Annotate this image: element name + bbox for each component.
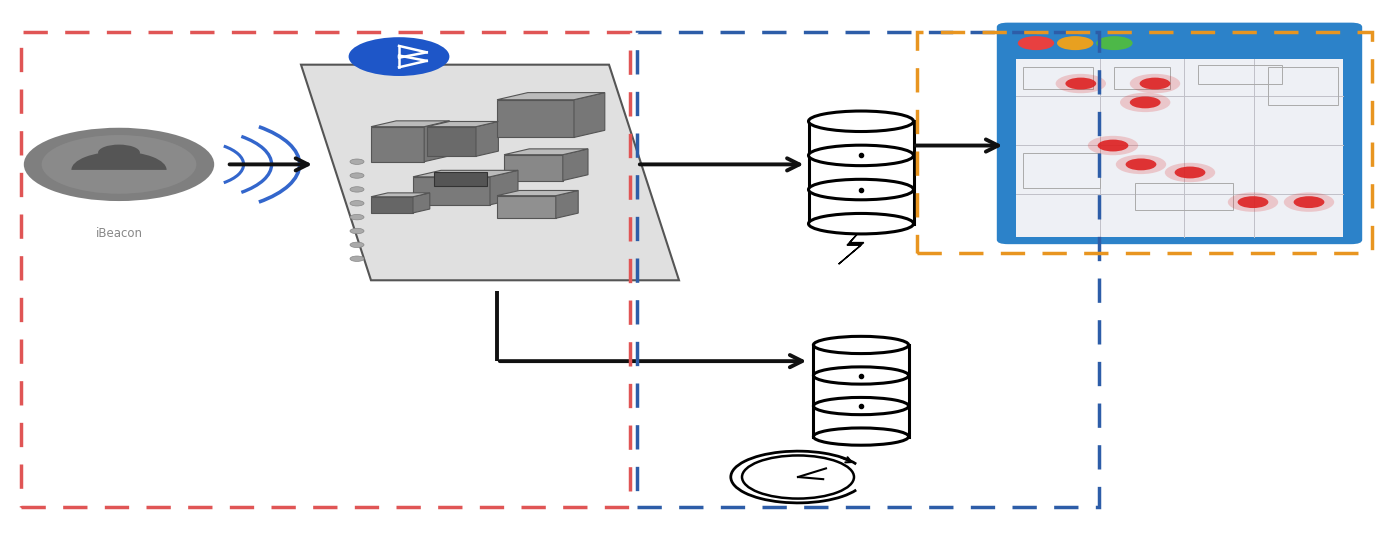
Ellipse shape: [813, 367, 909, 384]
Bar: [434, 172, 487, 186]
Circle shape: [350, 229, 364, 234]
Circle shape: [349, 37, 449, 76]
Polygon shape: [497, 190, 578, 196]
Circle shape: [1116, 155, 1166, 174]
Bar: [1023, 67, 1093, 89]
Circle shape: [1096, 36, 1133, 50]
Polygon shape: [427, 127, 476, 156]
Polygon shape: [839, 224, 867, 264]
Polygon shape: [424, 121, 449, 162]
Polygon shape: [371, 127, 424, 162]
Circle shape: [350, 215, 364, 220]
Polygon shape: [497, 100, 574, 137]
Circle shape: [1165, 163, 1215, 182]
Circle shape: [350, 242, 364, 247]
Polygon shape: [413, 170, 518, 177]
Text: iBeacon: iBeacon: [95, 227, 143, 240]
FancyBboxPatch shape: [809, 190, 913, 224]
FancyBboxPatch shape: [1016, 59, 1343, 237]
Bar: [1114, 67, 1170, 89]
Circle shape: [1140, 78, 1170, 89]
Ellipse shape: [813, 336, 909, 354]
Polygon shape: [476, 121, 498, 156]
Circle shape: [1098, 140, 1128, 151]
Bar: [1268, 67, 1338, 105]
Circle shape: [1126, 158, 1156, 170]
Ellipse shape: [809, 213, 913, 234]
FancyBboxPatch shape: [813, 345, 909, 376]
Ellipse shape: [809, 145, 913, 165]
Polygon shape: [413, 193, 430, 213]
Circle shape: [1120, 93, 1170, 112]
Circle shape: [350, 173, 364, 178]
Circle shape: [1088, 136, 1138, 155]
Polygon shape: [427, 121, 498, 127]
Circle shape: [1018, 36, 1054, 50]
FancyBboxPatch shape: [809, 121, 913, 155]
Polygon shape: [490, 170, 518, 205]
Circle shape: [1175, 167, 1205, 178]
Polygon shape: [504, 155, 563, 181]
Circle shape: [1056, 74, 1106, 93]
Polygon shape: [371, 197, 413, 213]
Circle shape: [41, 134, 197, 195]
Ellipse shape: [813, 428, 909, 445]
Circle shape: [1130, 96, 1161, 108]
Polygon shape: [413, 177, 490, 205]
Circle shape: [1284, 192, 1334, 212]
Circle shape: [24, 128, 214, 201]
Bar: [1198, 65, 1282, 84]
Circle shape: [350, 201, 364, 206]
Polygon shape: [504, 149, 588, 155]
Polygon shape: [497, 196, 556, 218]
Polygon shape: [301, 65, 679, 280]
Ellipse shape: [813, 397, 909, 414]
Circle shape: [350, 159, 364, 164]
Polygon shape: [574, 93, 605, 137]
Circle shape: [1057, 36, 1093, 50]
Circle shape: [1228, 192, 1278, 212]
Polygon shape: [371, 193, 430, 197]
Circle shape: [1130, 74, 1180, 93]
Bar: [1135, 183, 1233, 210]
Circle shape: [1294, 196, 1324, 208]
Polygon shape: [371, 121, 449, 127]
Circle shape: [742, 455, 854, 499]
FancyBboxPatch shape: [813, 406, 909, 437]
Polygon shape: [556, 190, 578, 218]
Circle shape: [1238, 196, 1268, 208]
Ellipse shape: [809, 111, 913, 132]
Circle shape: [1065, 78, 1096, 89]
FancyBboxPatch shape: [813, 376, 909, 406]
FancyBboxPatch shape: [809, 155, 913, 190]
Circle shape: [350, 256, 364, 261]
Circle shape: [350, 186, 364, 192]
Circle shape: [98, 144, 140, 161]
Polygon shape: [563, 149, 588, 181]
Ellipse shape: [809, 179, 913, 200]
Bar: [1023, 153, 1100, 188]
Wedge shape: [71, 151, 167, 170]
Polygon shape: [497, 93, 605, 100]
FancyBboxPatch shape: [997, 23, 1362, 244]
